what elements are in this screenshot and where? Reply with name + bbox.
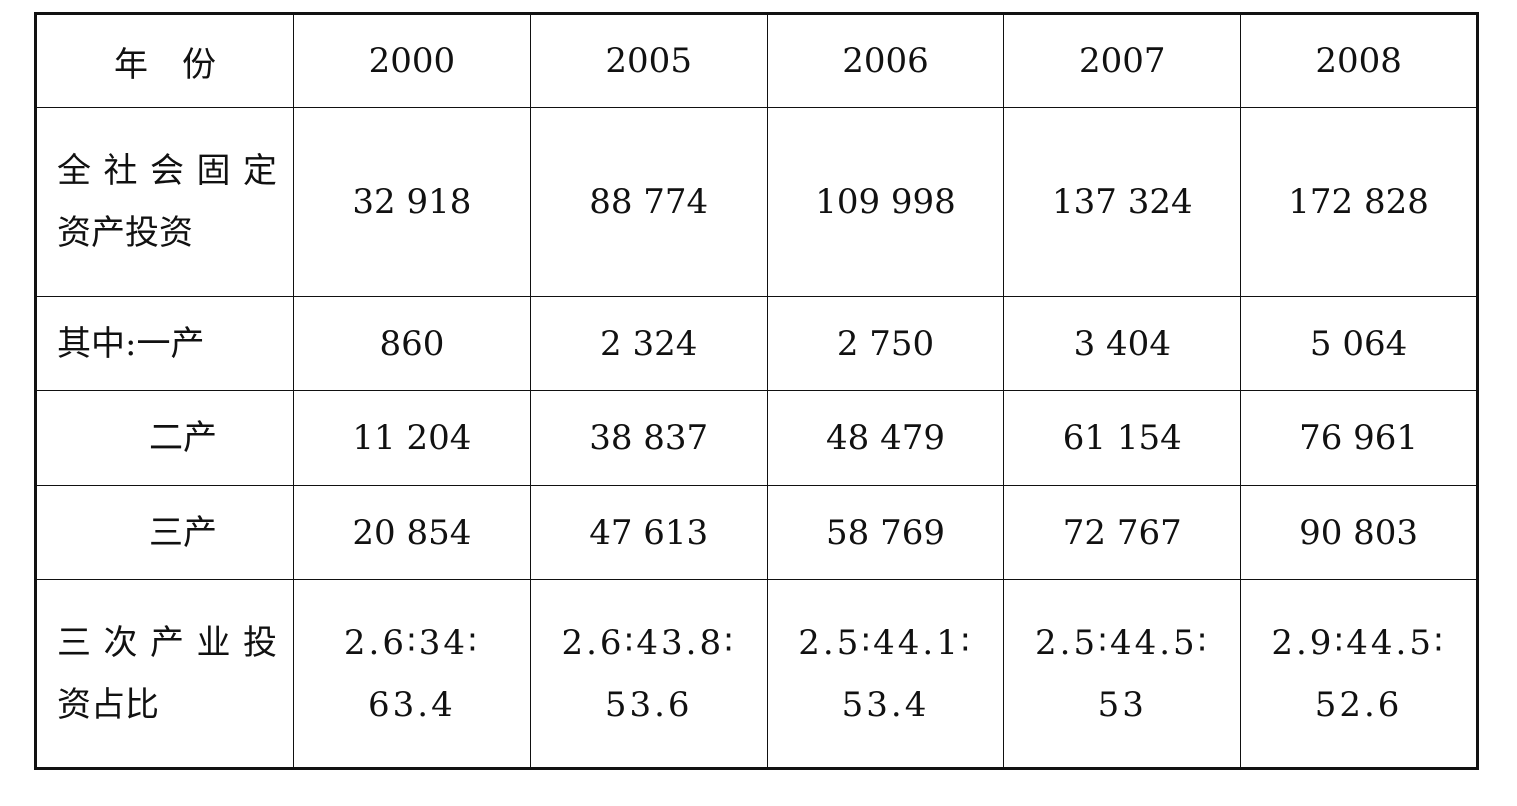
header-row: 年 份 2000 2005 2006 2007 2008 <box>35 13 1478 108</box>
row-label: 二产 <box>35 390 294 486</box>
row-label: 全社会固定 资产投资 <box>35 107 294 297</box>
header-year: 2006 <box>766 13 1005 108</box>
row-label-line: 全社会固定 <box>57 151 277 191</box>
ratio-cell: 2.6∶34∶ 63.4 <box>293 579 531 769</box>
table-cell: 47 613 <box>529 485 768 580</box>
header-year: 2005 <box>529 13 768 108</box>
header-year: 2007 <box>1003 13 1242 108</box>
table-cell: 2 750 <box>766 296 1005 391</box>
table-cell: 3 404 <box>1003 296 1242 391</box>
table-cell: 72 767 <box>1003 485 1242 580</box>
ratio-line: 53 <box>1097 684 1147 725</box>
ratio-line: 53.4 <box>841 684 930 725</box>
ratio-line: 2.5∶44.1∶ <box>798 622 973 663</box>
table-cell: 61 154 <box>1003 390 1242 486</box>
table-cell: 11 204 <box>293 390 531 486</box>
table-cell: 76 961 <box>1240 390 1478 486</box>
table-cell: 88 774 <box>529 107 768 297</box>
table-cell: 20 854 <box>293 485 531 580</box>
ratio-cell: 2.5∶44.1∶ 53.4 <box>766 579 1005 769</box>
table-cell: 32 918 <box>293 107 531 297</box>
ratio-line: 2.5∶44.5∶ <box>1035 622 1210 663</box>
table-cell: 2 324 <box>529 296 768 391</box>
ratio-line: 52.6 <box>1314 684 1403 725</box>
ratio-cell: 2.5∶44.5∶ 53 <box>1003 579 1242 769</box>
table-cell: 172 828 <box>1240 107 1478 297</box>
ratio-cell: 2.9∶44.5∶ 52.6 <box>1240 579 1478 769</box>
row-label-line: 资产投资 <box>57 213 193 253</box>
row-label: 三次产业投 资占比 <box>35 579 294 769</box>
ratio-line: 2.6∶34∶ <box>343 622 480 663</box>
table-cell: 137 324 <box>1003 107 1242 297</box>
table-cell: 48 479 <box>766 390 1005 486</box>
table-cell: 5 064 <box>1240 296 1478 391</box>
row-label-line: 三次产业投 <box>57 622 277 663</box>
header-year: 2008 <box>1240 13 1478 108</box>
table-cell: 58 769 <box>766 485 1005 580</box>
ratio-line: 2.6∶43.8∶ <box>561 622 736 663</box>
table-cell: 860 <box>293 296 531 391</box>
row-label-line: 资占比 <box>57 684 159 725</box>
table-row: 其中:一产 860 2 324 2 750 3 404 5 064 <box>35 296 1478 391</box>
header-year-label: 年 份 <box>35 13 294 108</box>
table-cell: 90 803 <box>1240 485 1478 580</box>
ratio-line: 53.6 <box>604 684 693 725</box>
table-cell: 109 998 <box>766 107 1005 297</box>
table-row: 三产 20 854 47 613 58 769 72 767 90 803 <box>35 485 1478 580</box>
row-label: 其中:一产 <box>35 296 294 391</box>
ratio-line: 63.4 <box>368 684 456 725</box>
table-cell: 38 837 <box>529 390 768 486</box>
table-row: 全社会固定 资产投资 32 918 88 774 109 998 137 324… <box>35 107 1478 297</box>
table-row: 三次产业投 资占比 2.6∶34∶ 63.4 2.6∶43.8∶ 53.6 2.… <box>35 579 1478 769</box>
ratio-line: 2.9∶44.5∶ <box>1271 622 1446 663</box>
header-year: 2000 <box>293 13 531 108</box>
table-row: 二产 11 204 38 837 48 479 61 154 76 961 <box>35 390 1478 486</box>
investment-table: 年 份 2000 2005 2006 2007 2008 全社会固定 资产投资 … <box>34 12 1479 770</box>
row-label: 三产 <box>35 485 294 580</box>
ratio-cell: 2.6∶43.8∶ 53.6 <box>529 579 768 769</box>
